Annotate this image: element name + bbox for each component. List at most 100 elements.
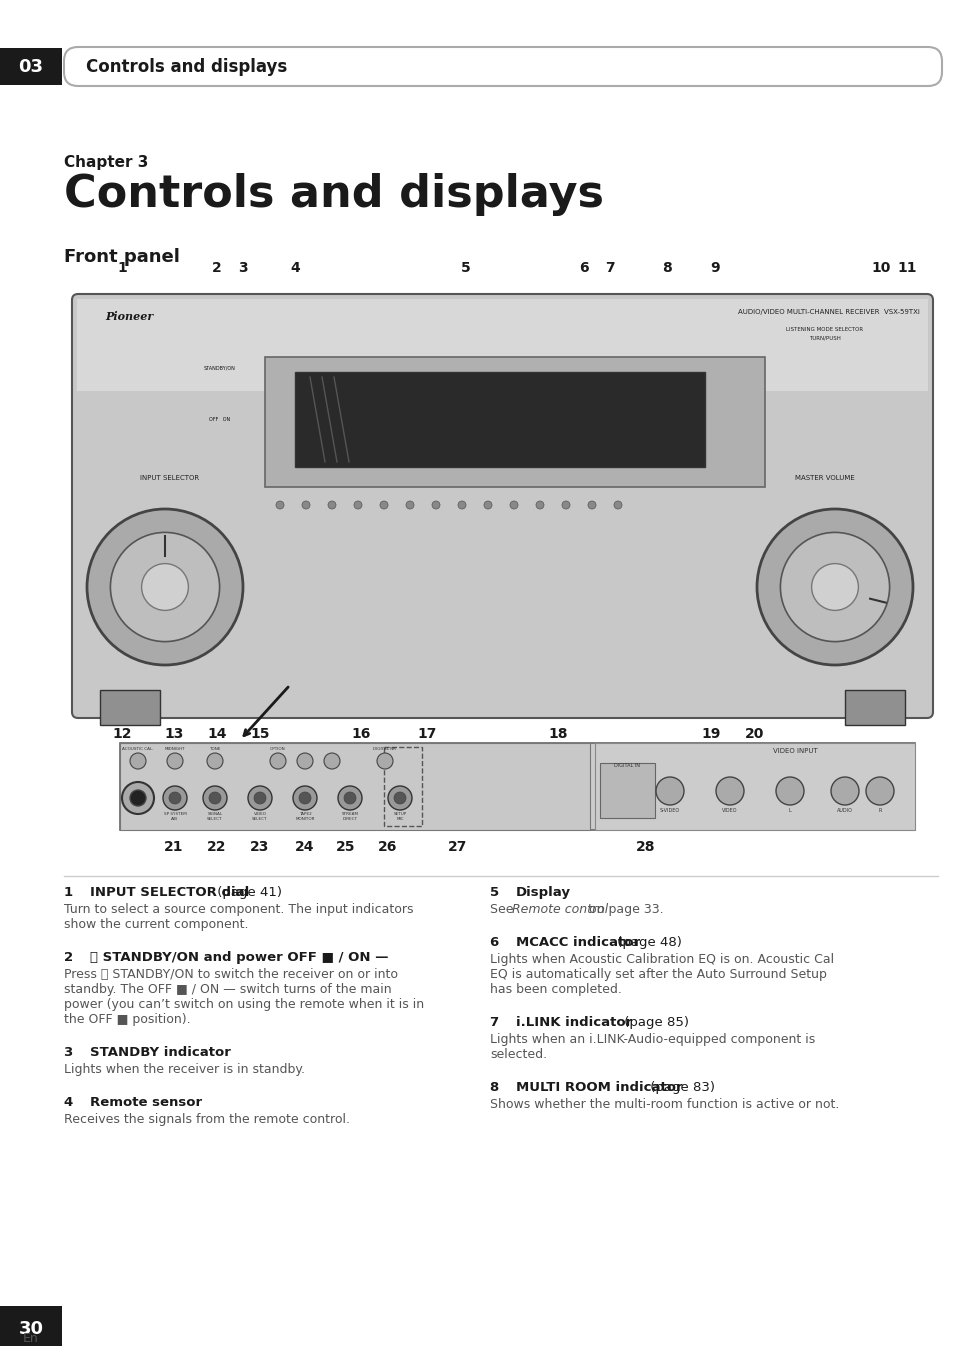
- Circle shape: [302, 501, 310, 509]
- Text: 11: 11: [897, 261, 916, 275]
- Circle shape: [130, 752, 146, 769]
- Text: Chapter 3: Chapter 3: [64, 155, 149, 170]
- Text: R: R: [878, 808, 881, 813]
- Text: STREAM
DIRECT: STREAM DIRECT: [341, 812, 358, 821]
- Circle shape: [376, 752, 393, 769]
- Bar: [120, 743, 589, 830]
- Bar: [100, 690, 160, 725]
- Circle shape: [337, 786, 361, 810]
- Circle shape: [248, 786, 272, 810]
- Bar: [844, 690, 904, 725]
- Text: S-VIDEO: S-VIDEO: [659, 808, 679, 813]
- Text: TURN/PUSH: TURN/PUSH: [808, 335, 840, 341]
- Text: 6: 6: [578, 261, 588, 275]
- Circle shape: [561, 501, 569, 509]
- Circle shape: [865, 777, 893, 805]
- Text: 2: 2: [212, 261, 222, 275]
- Text: 25: 25: [335, 840, 355, 853]
- Text: STANDBY indicator: STANDBY indicator: [90, 1046, 231, 1059]
- Text: Controls and displays: Controls and displays: [86, 58, 287, 75]
- Text: MIDNIGHT: MIDNIGHT: [165, 747, 185, 751]
- Text: 1: 1: [117, 261, 128, 275]
- Text: Lights when Acoustic Calibration EQ is on. Acoustic Cal: Lights when Acoustic Calibration EQ is o…: [490, 953, 833, 966]
- Text: 10: 10: [871, 261, 890, 275]
- Text: 6: 6: [490, 935, 513, 949]
- Text: 14: 14: [207, 727, 227, 742]
- Text: DIGITAL IN: DIGITAL IN: [614, 763, 639, 769]
- Text: power (you can’t switch on using the remote when it is in: power (you can’t switch on using the rem…: [64, 997, 424, 1011]
- Text: AUDIO/VIDEO MULTI-CHANNEL RECEIVER  VSX-59TXi: AUDIO/VIDEO MULTI-CHANNEL RECEIVER VSX-5…: [738, 310, 919, 315]
- Text: 24: 24: [294, 840, 314, 853]
- Text: LISTENING MODE SELECTOR: LISTENING MODE SELECTOR: [785, 327, 862, 332]
- Text: ⓘ STANDBY/ON and power OFF ■ / ON —: ⓘ STANDBY/ON and power OFF ■ / ON —: [90, 952, 388, 964]
- Text: 7: 7: [605, 261, 615, 275]
- Circle shape: [293, 786, 316, 810]
- Circle shape: [296, 752, 313, 769]
- Text: MULTI ROOM indicator: MULTI ROOM indicator: [516, 1081, 682, 1094]
- Text: 3: 3: [64, 1046, 87, 1059]
- Text: has been completed.: has been completed.: [490, 983, 621, 996]
- Circle shape: [483, 501, 492, 509]
- Bar: [384, 747, 421, 826]
- Text: SIGNAL
SELECT: SIGNAL SELECT: [207, 812, 222, 821]
- Bar: [599, 763, 655, 818]
- Text: See: See: [490, 903, 517, 917]
- Circle shape: [757, 509, 912, 665]
- Text: Lights when an i.LINK-Audio-equipped component is: Lights when an i.LINK-Audio-equipped com…: [490, 1032, 815, 1046]
- Circle shape: [394, 791, 406, 804]
- Text: 30: 30: [18, 1320, 44, 1338]
- Circle shape: [406, 501, 414, 509]
- Text: SP SYSTEM
A/B: SP SYSTEM A/B: [164, 812, 186, 821]
- Text: 9: 9: [710, 261, 720, 275]
- Circle shape: [536, 501, 543, 509]
- Circle shape: [253, 791, 266, 804]
- Text: Remote control: Remote control: [512, 903, 608, 917]
- Text: selected.: selected.: [490, 1049, 547, 1061]
- Text: Lights when the receiver is in standby.: Lights when the receiver is in standby.: [64, 1063, 305, 1075]
- Circle shape: [388, 786, 412, 810]
- Text: STANDBY/ON: STANDBY/ON: [204, 365, 235, 370]
- Text: 5: 5: [490, 886, 513, 899]
- Text: OPTION: OPTION: [270, 747, 286, 751]
- Circle shape: [811, 564, 858, 610]
- FancyBboxPatch shape: [71, 293, 932, 717]
- Text: 7: 7: [490, 1016, 513, 1028]
- Text: VIDEO: VIDEO: [721, 808, 737, 813]
- Text: (page 41): (page 41): [213, 886, 282, 899]
- FancyBboxPatch shape: [64, 47, 941, 86]
- Text: 21: 21: [164, 840, 184, 853]
- Circle shape: [830, 777, 858, 805]
- Text: Press ⓘ STANDBY/ON to switch the receiver on or into: Press ⓘ STANDBY/ON to switch the receive…: [64, 968, 397, 981]
- Bar: [0, 1306, 62, 1346]
- Text: i.LINK indicator: i.LINK indicator: [516, 1016, 632, 1028]
- Text: 5: 5: [460, 261, 471, 275]
- Text: show the current component.: show the current component.: [64, 918, 248, 931]
- Text: INPUT SELECTOR: INPUT SELECTOR: [140, 475, 199, 481]
- Circle shape: [275, 501, 284, 509]
- Bar: [0, 48, 62, 85]
- Text: 12: 12: [112, 727, 132, 742]
- Circle shape: [122, 782, 153, 814]
- Text: 22: 22: [207, 840, 227, 853]
- Circle shape: [775, 777, 803, 805]
- Circle shape: [111, 533, 219, 642]
- Bar: [294, 371, 704, 467]
- Text: 15: 15: [250, 727, 270, 742]
- Circle shape: [167, 752, 183, 769]
- Text: 19: 19: [700, 727, 720, 742]
- Text: DIGITAL NR: DIGITAL NR: [374, 747, 396, 751]
- Text: (page 85): (page 85): [619, 1016, 688, 1028]
- Text: Controls and displays: Controls and displays: [64, 174, 603, 215]
- Text: 2: 2: [64, 952, 87, 964]
- Text: 8: 8: [490, 1081, 513, 1094]
- Circle shape: [141, 564, 188, 610]
- Text: Receives the signals from the remote control.: Receives the signals from the remote con…: [64, 1113, 350, 1127]
- Bar: [120, 743, 914, 830]
- Circle shape: [207, 752, 223, 769]
- Text: TAPE2
MONITOR: TAPE2 MONITOR: [294, 812, 314, 821]
- Circle shape: [510, 501, 517, 509]
- Text: 26: 26: [377, 840, 396, 853]
- Circle shape: [328, 501, 335, 509]
- Bar: [595, 743, 914, 830]
- Text: (page 48): (page 48): [613, 935, 681, 949]
